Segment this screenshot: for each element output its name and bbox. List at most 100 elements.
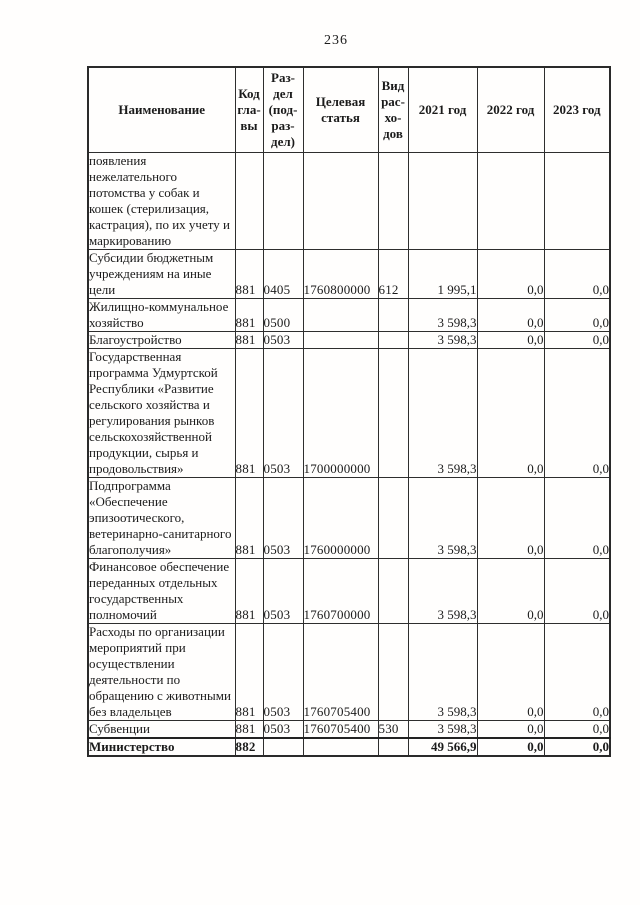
cell-2023: 0,0 — [543, 298, 611, 332]
cell-2023: 0,0 — [543, 249, 611, 299]
cell-razdel: 0405 — [262, 249, 304, 299]
cell-kod-glavy: 881 — [234, 477, 264, 559]
cell-vid-rashodov — [377, 348, 409, 478]
cell-naimenovanie: Расходы по организации мероприятий при о… — [87, 623, 236, 721]
cell-celevaya-statya: 1760705400 — [302, 720, 379, 739]
table-row: Субсидии бюджетным учреждениям на иные ц… — [87, 249, 611, 299]
cell-2022: 0,0 — [476, 298, 545, 332]
cell-kod-glavy: 881 — [234, 298, 264, 332]
cell-2021: 3 598,3 — [407, 298, 478, 332]
cell-2022: 0,0 — [476, 477, 545, 559]
cell-kod-glavy: 881 — [234, 249, 264, 299]
table-header-row: Наименование Код гла- вы Раз- дел (под- … — [87, 66, 611, 153]
col-header-naimenovanie: Наименование — [87, 66, 236, 153]
cell-naimenovanie: Жилищно-коммунальное хозяйство — [87, 298, 236, 332]
cell-2022: 0,0 — [476, 331, 545, 349]
cell-razdel: 0500 — [262, 298, 304, 332]
cell-razdel: 0503 — [262, 558, 304, 624]
cell-razdel: 0503 — [262, 623, 304, 721]
col-header-2021: 2021 год — [407, 66, 478, 153]
cell-vid-rashodov — [377, 477, 409, 559]
cell-2023: 0,0 — [543, 331, 611, 349]
table-row: Субвенции 881 0503 1760705400 530 3 598,… — [87, 720, 611, 739]
cell-2023: 0,0 — [543, 348, 611, 478]
cell-vid-rashodov — [377, 331, 409, 349]
cell-2021: 1 995,1 — [407, 249, 478, 299]
cell-2023: 0,0 — [543, 558, 611, 624]
cell-2021: 3 598,3 — [407, 558, 478, 624]
cell-2023: 0,0 — [543, 623, 611, 721]
table-row: Государственная программа Удмуртской Рес… — [87, 348, 611, 478]
cell-kod-glavy: 882 — [234, 737, 264, 757]
table-body: появления нежелательного потомства у соб… — [87, 152, 611, 757]
col-header-vid-rashodov: Вид рас- хо- дов — [377, 66, 409, 153]
cell-2021: 49 566,9 — [407, 737, 478, 757]
cell-naimenovanie: Субсидии бюджетным учреждениям на иные ц… — [87, 249, 236, 299]
cell-celevaya-statya: 1700000000 — [302, 348, 379, 478]
cell-2023 — [543, 152, 611, 250]
cell-2021 — [407, 152, 478, 250]
cell-celevaya-statya — [302, 737, 379, 757]
cell-celevaya-statya: 1760705400 — [302, 623, 379, 721]
cell-kod-glavy: 881 — [234, 348, 264, 478]
cell-2022: 0,0 — [476, 623, 545, 721]
cell-2021: 3 598,3 — [407, 348, 478, 478]
table-row: Министерство 882 49 566,9 0,0 0,0 — [87, 737, 611, 757]
cell-naimenovanie: появления нежелательного потомства у соб… — [87, 152, 236, 250]
cell-kod-glavy: 881 — [234, 623, 264, 721]
col-header-2022: 2022 год — [476, 66, 545, 153]
cell-celevaya-statya: 1760000000 — [302, 477, 379, 559]
cell-vid-rashodov — [377, 623, 409, 721]
cell-2021: 3 598,3 — [407, 331, 478, 349]
cell-2022: 0,0 — [476, 558, 545, 624]
cell-naimenovanie: Государственная программа Удмуртской Рес… — [87, 348, 236, 478]
table-header: Наименование Код гла- вы Раз- дел (под- … — [87, 66, 611, 153]
budget-table: Наименование Код гла- вы Раз- дел (под- … — [87, 66, 611, 757]
table-row: Жилищно-коммунальное хозяйство 881 0500 … — [87, 298, 611, 332]
page-number: 236 — [324, 33, 348, 48]
cell-kod-glavy — [234, 152, 264, 250]
cell-2023: 0,0 — [543, 720, 611, 739]
cell-2021: 3 598,3 — [407, 623, 478, 721]
cell-vid-rashodov — [377, 152, 409, 250]
cell-vid-rashodov — [377, 737, 409, 757]
table-row: Расходы по организации мероприятий при о… — [87, 623, 611, 721]
cell-2022 — [476, 152, 545, 250]
cell-razdel — [262, 737, 304, 757]
col-header-kod-glavy: Код гла- вы — [234, 66, 264, 153]
cell-2022: 0,0 — [476, 249, 545, 299]
cell-celevaya-statya — [302, 331, 379, 349]
cell-razdel: 0503 — [262, 348, 304, 478]
cell-razdel: 0503 — [262, 331, 304, 349]
cell-celevaya-statya — [302, 298, 379, 332]
cell-2022: 0,0 — [476, 348, 545, 478]
col-header-celevaya-statya: Целевая статья — [302, 66, 379, 153]
cell-celevaya-statya — [302, 152, 379, 250]
cell-celevaya-statya: 1760800000 — [302, 249, 379, 299]
cell-razdel: 0503 — [262, 720, 304, 739]
cell-vid-rashodov: 530 — [377, 720, 409, 739]
cell-vid-rashodov: 612 — [377, 249, 409, 299]
table-row: Финансовое обеспечение переданных отдель… — [87, 558, 611, 624]
cell-vid-rashodov — [377, 558, 409, 624]
cell-2021: 3 598,3 — [407, 720, 478, 739]
cell-2023: 0,0 — [543, 737, 611, 757]
col-header-razdel: Раз- дел (под- раз- дел) — [262, 66, 304, 153]
cell-razdel — [262, 152, 304, 250]
cell-naimenovanie: Финансовое обеспечение переданных отдель… — [87, 558, 236, 624]
table-row: появления нежелательного потомства у соб… — [87, 152, 611, 250]
cell-naimenovanie: Подпрограмма «Обеспечение эпизоотическог… — [87, 477, 236, 559]
cell-2022: 0,0 — [476, 737, 545, 757]
cell-celevaya-statya: 1760700000 — [302, 558, 379, 624]
table-row: Подпрограмма «Обеспечение эпизоотическог… — [87, 477, 611, 559]
cell-2021: 3 598,3 — [407, 477, 478, 559]
cell-2022: 0,0 — [476, 720, 545, 739]
cell-2023: 0,0 — [543, 477, 611, 559]
table-row: Благоустройство 881 0503 3 598,3 0,0 0,0 — [87, 331, 611, 349]
cell-razdel: 0503 — [262, 477, 304, 559]
cell-naimenovanie: Благоустройство — [87, 331, 236, 349]
col-header-2023: 2023 год — [543, 66, 611, 153]
cell-naimenovanie: Субвенции — [87, 720, 236, 739]
cell-naimenovanie: Министерство — [87, 737, 236, 757]
